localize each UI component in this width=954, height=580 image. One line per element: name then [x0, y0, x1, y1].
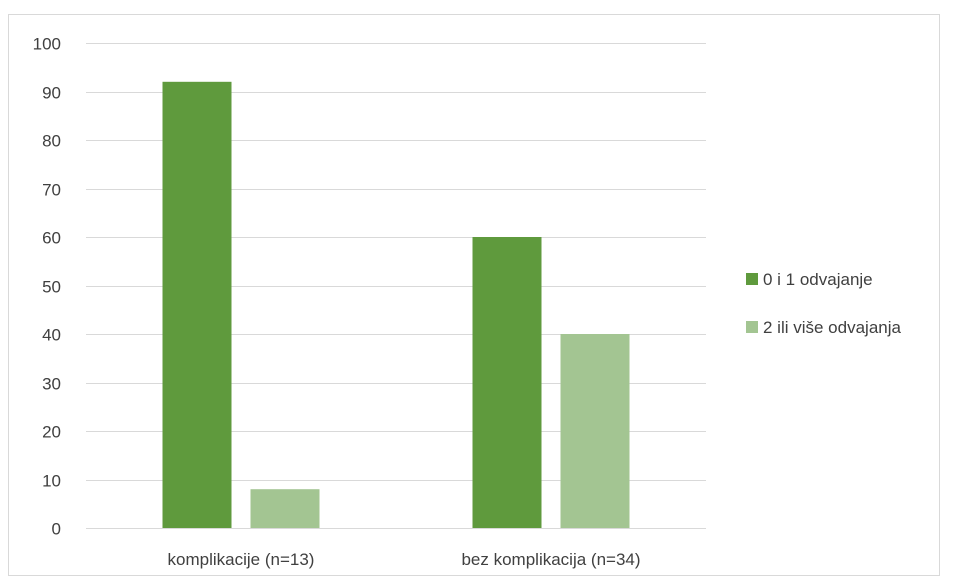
- x-category-label: bez komplikacija (n=34): [461, 550, 640, 569]
- bar: [472, 237, 542, 528]
- legend-swatch: [746, 321, 758, 333]
- y-axis-ticks: 0 10 20 30 40 50 60 70 80 90 100: [33, 35, 61, 539]
- y-tick-label: 30: [42, 375, 61, 394]
- y-tick-label: 40: [42, 326, 61, 345]
- y-tick-label: 50: [42, 278, 61, 297]
- bar: [162, 81, 232, 529]
- y-tick-label: 20: [42, 423, 61, 442]
- y-tick-label: 60: [42, 229, 61, 248]
- y-tick-label: 10: [42, 472, 61, 491]
- y-tick-label: 0: [52, 520, 61, 539]
- bar: [560, 334, 630, 528]
- legend-label: 0 i 1 odvajanje: [763, 270, 873, 289]
- legend-swatch: [746, 273, 758, 285]
- y-tick-label: 70: [42, 181, 61, 200]
- y-tick-label: 90: [42, 84, 61, 103]
- y-tick-label: 80: [42, 132, 61, 151]
- bars: [162, 81, 630, 529]
- x-axis-labels: komplikacije (n=13) bez komplikacija (n=3…: [168, 550, 641, 569]
- legend: 0 i 1 odvajanje 2 ili više odvajanja: [746, 270, 902, 337]
- x-category-label: komplikacije (n=13): [168, 550, 315, 569]
- legend-label: 2 ili više odvajanja: [763, 318, 902, 337]
- y-tick-label: 100: [33, 35, 61, 54]
- bar: [250, 489, 320, 528]
